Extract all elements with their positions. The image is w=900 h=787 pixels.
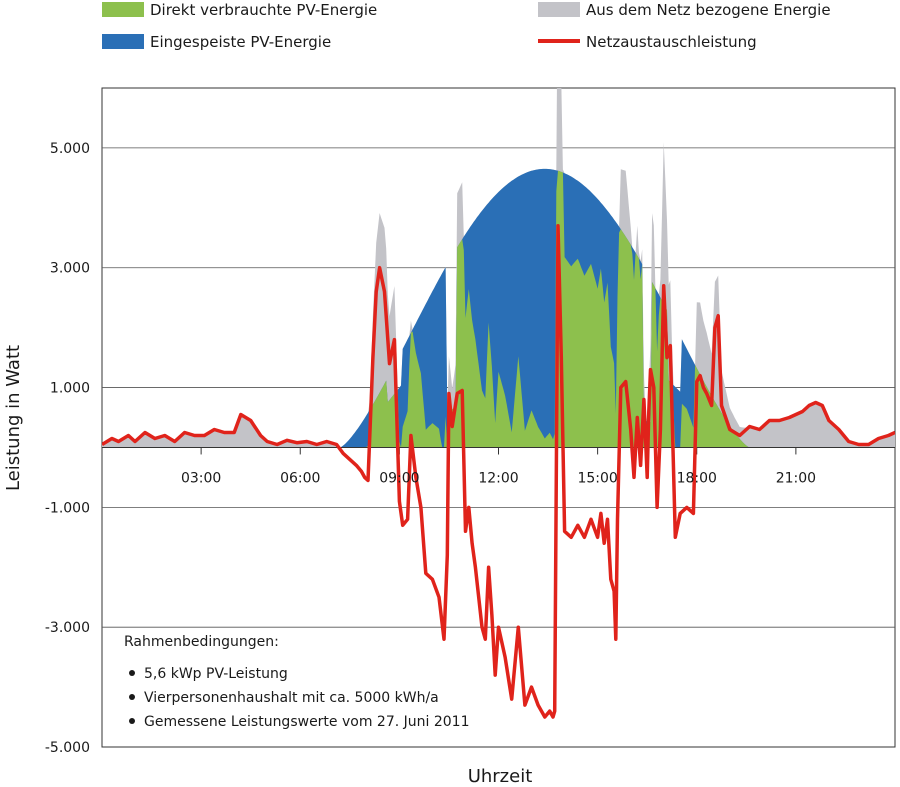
x-tick-label: 12:00 [478, 470, 518, 486]
x-tick-label: 03:00 [181, 470, 221, 486]
y-tick-label: -3.000 [45, 620, 90, 636]
series-exchange-line [102, 224, 895, 719]
conditions-item: Vierpersonenhaushalt mit ca. 5000 kWh/a [144, 690, 439, 706]
legend-label-exchange: Netzaustauschleistung [586, 33, 757, 51]
x-tick-label: 09:00 [379, 470, 419, 486]
y-tick-label: -5.000 [45, 740, 90, 756]
bullet-icon [129, 670, 135, 676]
bullet-icon [129, 718, 135, 724]
y-axis-ticks: 5.000 3.000 1.000 -1.000 -3.000 -5.000 [45, 141, 90, 756]
legend-label-direct: Direkt verbrauchte PV-Energie [150, 1, 377, 19]
conditions-note: Rahmenbedingungen: 5,6 kWp PV-Leistung V… [124, 634, 470, 730]
x-tick-label: 06:00 [280, 470, 320, 486]
y-tick-label: 5.000 [50, 141, 90, 157]
conditions-title: Rahmenbedingungen: [124, 634, 279, 650]
y-tick-label: -1.000 [45, 500, 90, 516]
conditions-item: Gemessene Leistungswerte vom 27. Juni 20… [144, 714, 470, 730]
x-tick-label: 21:00 [776, 470, 816, 486]
y-axis-title: Leistung in Watt [3, 345, 24, 491]
x-tick-label: 18:00 [677, 470, 717, 486]
x-tick-label: 15:00 [577, 470, 617, 486]
legend-swatch-direct [102, 2, 144, 17]
x-axis-ticks: 03:00 06:00 09:00 12:00 15:00 18:00 21:00 [181, 470, 816, 486]
y-tick-label: 1.000 [50, 381, 90, 397]
y-tick-label: 3.000 [50, 261, 90, 277]
x-axis-title: Uhrzeit [468, 766, 533, 787]
legend-label-grid: Aus dem Netz bezogene Energie [586, 1, 831, 19]
legend-label-feedin: Eingespeiste PV-Energie [150, 33, 331, 51]
bullet-icon [129, 694, 135, 700]
legend-swatch-feedin [102, 34, 144, 49]
legend: Direkt verbrauchte PV-Energie Aus dem Ne… [102, 1, 831, 51]
conditions-item: 5,6 kWp PV-Leistung [144, 666, 288, 682]
legend-swatch-grid [538, 2, 580, 17]
